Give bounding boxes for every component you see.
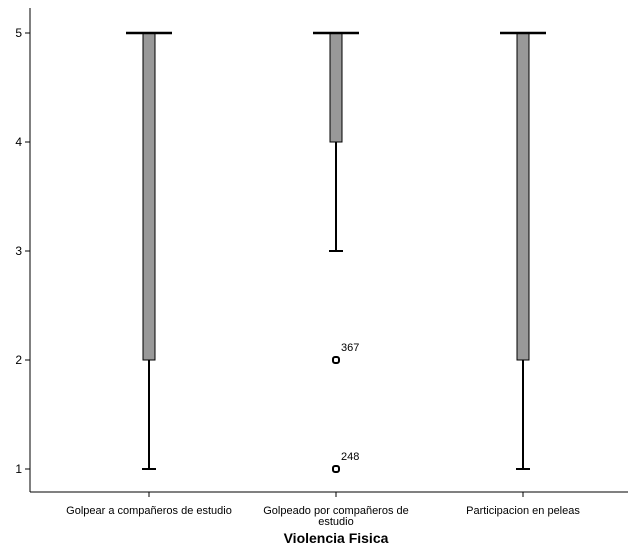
y-tick-label: 5 [15, 26, 22, 40]
category-label-line: Golpear a compañeros de estudio [66, 505, 232, 517]
box-body [516, 32, 530, 361]
category-label: Golpear a compañeros de estudio [66, 505, 232, 517]
y-tick-label: 4 [15, 135, 22, 149]
y-tick-label: 1 [15, 462, 22, 476]
category-label-line: estudio [318, 516, 353, 528]
box-group [313, 31, 359, 473]
box-group [500, 31, 546, 470]
outlier-marker [332, 465, 340, 473]
outlier-label: 248 [341, 451, 359, 463]
outlier-label: 367 [341, 342, 359, 354]
category-label: Golpeado por compañeros de estudio [263, 505, 409, 528]
y-tick-label: 3 [15, 244, 22, 258]
box-body [329, 32, 343, 143]
y-tick-label: 2 [15, 353, 22, 367]
box-group [126, 31, 172, 470]
labels: 1 2 3 4 5 Golpear a compañeros de estudio 367 2… [15, 26, 580, 528]
axes [25, 8, 628, 497]
x-axis-title: Violencia Fisica [284, 530, 389, 546]
outlier-marker [332, 356, 340, 364]
category-label-line: Participacion en peleas [466, 505, 580, 517]
box-body [142, 32, 156, 361]
category-label: Participacion en peleas [466, 505, 580, 517]
boxes [126, 31, 546, 473]
category-label-line: Golpeado por compañeros de [263, 505, 409, 517]
